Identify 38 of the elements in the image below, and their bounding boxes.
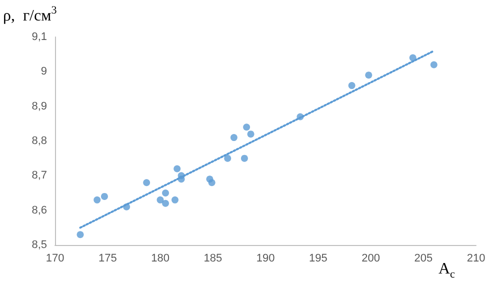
x-tick-label: 190	[256, 252, 275, 264]
point	[76, 231, 84, 238]
point	[430, 61, 438, 68]
point	[348, 82, 356, 90]
point	[243, 124, 250, 131]
point	[409, 54, 416, 62]
point	[100, 192, 108, 200]
point	[178, 176, 185, 183]
x-tick-label: 180	[151, 252, 170, 264]
point	[162, 190, 170, 196]
point	[123, 203, 130, 210]
point	[224, 154, 232, 162]
y-tick-label: 8,8	[32, 135, 47, 147]
x-tick-label: 200	[362, 252, 380, 264]
x-tick-label: 205	[414, 252, 433, 264]
point	[247, 130, 254, 138]
point	[162, 200, 170, 207]
point	[296, 113, 304, 120]
x-tick-label: 210	[466, 252, 486, 264]
x-tick-label: 195	[308, 252, 328, 264]
y-tick-label: 9	[40, 66, 47, 78]
y-tick-label: 8,9	[32, 100, 47, 112]
point	[208, 179, 216, 186]
point	[365, 72, 372, 79]
point	[240, 154, 248, 162]
x-tick-label: 170	[46, 252, 64, 264]
point	[156, 196, 164, 204]
x-tick-label: 185	[204, 252, 222, 264]
y-tick-label: 8,5	[32, 239, 47, 251]
point	[171, 196, 178, 204]
point	[174, 165, 181, 172]
x-tick-label: 175	[98, 252, 117, 264]
y-tick-label: 9,1	[32, 31, 47, 43]
point	[230, 134, 238, 142]
y-tick-label: 8,7	[32, 170, 47, 182]
point	[94, 196, 101, 204]
point	[143, 179, 150, 186]
y-tick-label: 8,6	[32, 204, 47, 216]
